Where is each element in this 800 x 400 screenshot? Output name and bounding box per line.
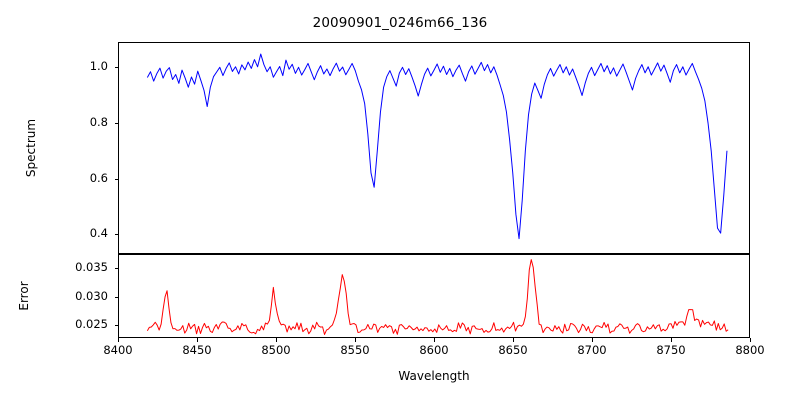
x-tick-mark [434,338,435,342]
error-y-tick-label: 0.025 [75,317,108,332]
error-y-tick-label: 0.030 [75,288,108,303]
spectrum-y-axis-label: Spectrum [24,118,38,178]
x-tick-mark [513,338,514,342]
x-tick-label: 8650 [498,343,528,357]
error-y-tick-label: 0.035 [75,260,108,275]
error-axes [118,254,750,338]
spectrum-y-tick-mark [114,234,118,236]
x-tick-label: 8450 [182,343,212,357]
error-line-series [146,259,729,335]
x-axis-label: Wavelength [398,369,470,383]
x-tick-mark [118,338,119,342]
x-tick-mark [197,338,198,342]
spectrum-y-tick-mark [114,67,118,69]
spectrum-line-series [146,53,728,240]
spectrum-y-tick-label: 0.4 [89,226,108,241]
x-tick-label: 8550 [340,343,370,357]
error-y-tick-mark [114,268,118,270]
spectrum-axes [118,42,750,254]
x-tick-mark [750,338,751,342]
x-tick-label: 8700 [577,343,607,357]
x-tick-mark [355,338,356,342]
error-y-tick-mark [114,296,118,298]
spectrum-y-tick-label: 0.6 [89,170,108,185]
x-tick-mark [276,338,277,342]
x-tick-label: 8800 [735,343,765,357]
x-tick-label: 8750 [656,343,686,357]
spectrum-y-tick-label: 1.0 [89,59,108,74]
figure-title: 20090901_0246m66_136 [312,15,488,31]
x-tick-label: 8400 [103,343,133,357]
x-tick-label: 8500 [261,343,291,357]
spectrum-y-tick-mark [114,122,118,124]
error-y-axis-label: Error [17,281,31,311]
x-tick-mark [671,338,672,342]
error-y-tick-mark [114,325,118,327]
x-tick-mark [592,338,593,342]
spectrum-y-tick-label: 0.8 [89,114,108,129]
x-tick-label: 8600 [419,343,449,357]
spectrum-y-tick-mark [114,178,118,180]
